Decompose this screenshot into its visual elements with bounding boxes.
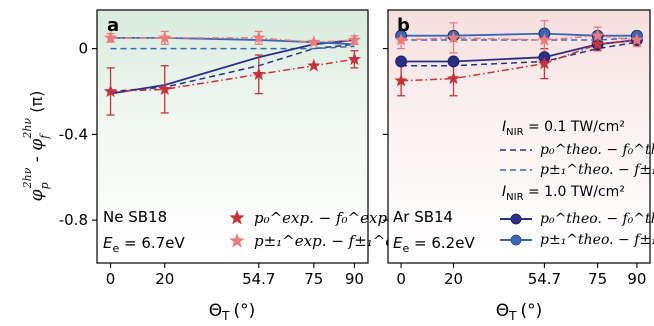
panel-a-background: [97, 10, 368, 263]
data-point-star: [446, 71, 461, 85]
x-tick-label: 75: [588, 270, 607, 288]
svg-text:p±₁^theo. − f±₁^theo.: p±₁^theo. − f±₁^theo.: [540, 162, 654, 178]
x-tick-label: 54.7: [242, 270, 275, 288]
data-point-star: [158, 82, 172, 95]
data-point-circle: [395, 55, 408, 68]
panel-b: 0 20 54.7 75 90 b Ar SB14 Ee = 6.2eV INIR = …: [383, 9, 654, 288]
legend-entry-low-p0: p₀^theo. − f₀^theo.: [500, 142, 654, 158]
legend-entry-low-p1: p±₁^theo. − f±₁^theo.: [500, 162, 654, 178]
svg-text:p±₁^theo. − f±₁^theo.: p±₁^theo. − f±₁^theo.: [540, 232, 654, 248]
y-axis-label: φp2hν - φf2hν (π): [21, 91, 51, 202]
data-point-star: [590, 28, 605, 42]
x-tick-label: 20: [155, 270, 174, 288]
panel-a: 0 20 54.7 75 90 0 -0.4 -0.8 a Ne SB18 Ee = 6.7e…: [59, 9, 417, 288]
x-axis-label-a: ΘT (°): [209, 301, 256, 323]
x-axis-label-b: ΘT (°): [496, 301, 543, 323]
x-tick-label: 20: [444, 270, 463, 288]
y-tick-label: 0: [78, 40, 88, 58]
panel-b-sample-annotation: Ar SB14: [393, 208, 453, 226]
data-point-star: [590, 37, 605, 50]
data-point-star: [347, 33, 362, 46]
x-tick-label: 75: [304, 270, 323, 288]
svg-text:p₀^exp. − f₀^exp.: p₀^exp. − f₀^exp.: [254, 209, 392, 227]
data-point-star: [103, 30, 118, 44]
data-point-star: [347, 52, 362, 65]
data-point-star: [252, 67, 266, 80]
panel-b-energy-annotation: Ee = 6.2eV: [393, 234, 475, 255]
legend-entry-exp-p0: p₀^exp. − f₀^exp.: [229, 209, 392, 227]
legend-entry-exp-p1: p±₁^exp. − f±₁^exp.: [229, 232, 417, 250]
data-point-star: [630, 33, 644, 46]
legend-star-marker: [229, 233, 245, 248]
x-tick-label: 54.7: [528, 270, 561, 288]
panel-b-label: b: [397, 15, 410, 36]
data-point-star: [394, 33, 408, 46]
legend-entry-high-p1: p±₁^theo. − f±₁^theo.: [500, 232, 654, 248]
y-tick-label: -0.8: [59, 211, 88, 229]
series-line: [401, 34, 637, 41]
panel-a-energy-annotation: Ee = 6.7eV: [103, 234, 185, 255]
x-tick-label: 0: [396, 270, 406, 288]
data-point-circle: [447, 55, 460, 68]
panel-b-frame: [387, 9, 651, 264]
data-point-star: [307, 35, 321, 48]
data-point-star: [446, 30, 461, 44]
x-tick-label: 0: [106, 270, 116, 288]
data-point-star: [537, 56, 552, 70]
legend-star-marker: [229, 210, 245, 225]
data-point-star: [103, 84, 118, 98]
panel-a-label: a: [107, 15, 119, 36]
data-point-star: [394, 73, 408, 87]
x-tick-label: 90: [345, 270, 364, 288]
svg-text:p±₁^exp. − f±₁^exp.: p±₁^exp. − f±₁^exp.: [254, 232, 417, 250]
data-point-star: [158, 30, 172, 44]
x-tick-label: 90: [627, 270, 646, 288]
legend-group-title-high: INIR = 1.0 TW/cm²: [502, 184, 625, 203]
svg-text:p₀^theo. − f₀^theo.: p₀^theo. − f₀^theo.: [540, 211, 654, 227]
panel-a-sample-annotation: Ne SB18: [103, 208, 167, 226]
y-tick-label: -0.4: [59, 125, 88, 143]
series-line: [401, 39, 637, 82]
panel-a-frame: [96, 9, 369, 264]
panel-b-legend: INIR = 0.1 TW/cm² p₀^theo. − f₀^theo. p±…: [500, 119, 654, 248]
legend-group-title-low: INIR = 0.1 TW/cm²: [502, 119, 625, 138]
data-point-star: [252, 30, 266, 44]
panel-a-legend: p₀^exp. − f₀^exp. p±₁^exp. − f±₁^exp.: [229, 209, 417, 250]
svg-text:φp2hν - φf2hν (π): φp2hν - φf2hν (π): [21, 91, 51, 202]
data-point-star: [537, 33, 552, 46]
legend-entry-high-p0: p₀^theo. − f₀^theo.: [500, 211, 654, 227]
data-point-star: [307, 58, 321, 72]
svg-text:p₀^theo. − f₀^theo.: p₀^theo. − f₀^theo.: [540, 142, 654, 158]
